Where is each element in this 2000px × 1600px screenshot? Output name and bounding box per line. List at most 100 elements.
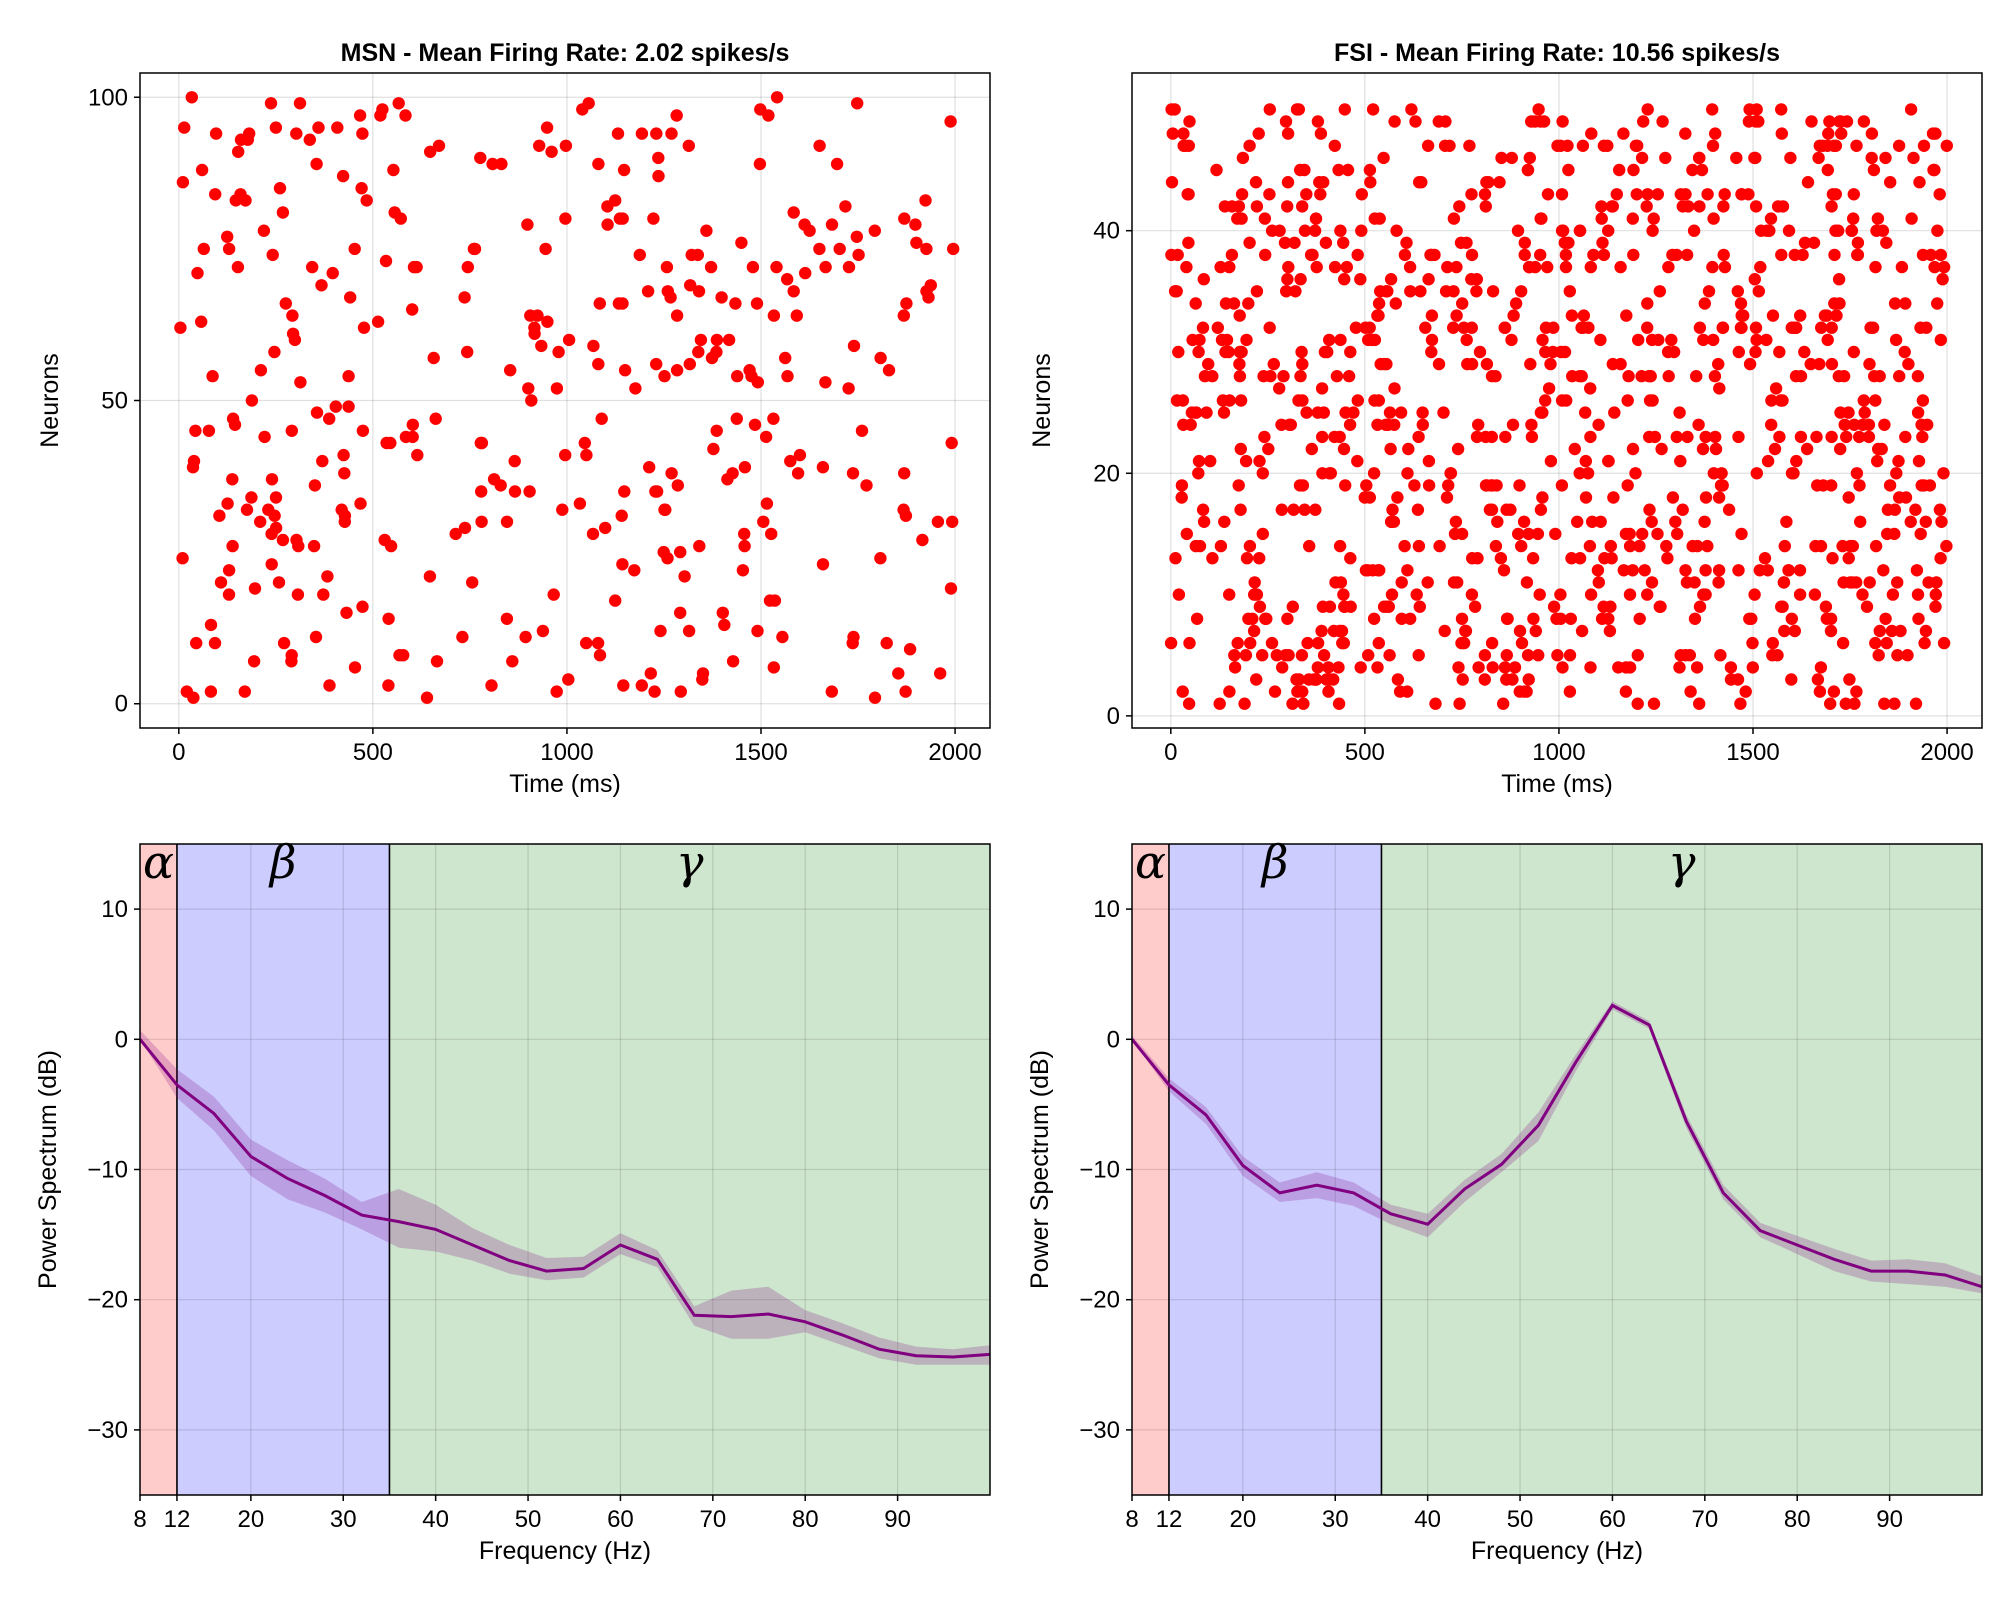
- spike-point: [258, 430, 271, 444]
- spike-point: [1225, 248, 1239, 262]
- spike-point: [726, 655, 740, 668]
- spike-point: [658, 370, 671, 383]
- spike-point: [635, 127, 649, 140]
- spike-point: [1391, 491, 1404, 504]
- spike-point: [1651, 527, 1664, 541]
- spike-point: [552, 345, 565, 359]
- spike-point: [1637, 115, 1650, 128]
- spike-point: [691, 248, 704, 262]
- spike-point: [206, 370, 219, 383]
- spike-point: [1731, 673, 1745, 686]
- spike-point: [1253, 552, 1266, 565]
- spike-point: [768, 594, 782, 607]
- spike-point: [671, 479, 684, 492]
- spike-point: [1410, 588, 1423, 601]
- spike-point: [1452, 661, 1465, 674]
- spike-point: [1416, 418, 1430, 431]
- spike-point: [1527, 612, 1540, 625]
- spike-point: [868, 691, 882, 704]
- spike-point: [1860, 600, 1874, 613]
- spike-point: [1447, 212, 1461, 225]
- spike-point: [1333, 430, 1346, 444]
- spike-point: [1518, 248, 1531, 262]
- spike-point: [1559, 248, 1573, 262]
- spike-point: [1808, 588, 1822, 601]
- spike-point: [1536, 406, 1549, 419]
- spike-point: [397, 649, 410, 662]
- spike-point: [718, 618, 731, 632]
- spike-point: [340, 606, 353, 619]
- spike-point: [1563, 685, 1577, 698]
- spike-point: [1509, 297, 1523, 310]
- spike-point: [1837, 370, 1851, 383]
- spike-point: [1692, 418, 1705, 431]
- spike-point: [1197, 273, 1211, 286]
- spike-point: [308, 479, 322, 492]
- spike-point: [1850, 576, 1863, 589]
- spike-point: [1544, 357, 1557, 371]
- spike-point: [1442, 479, 1455, 492]
- spike-point: [1715, 467, 1728, 480]
- spike-point: [1334, 576, 1348, 589]
- spike-point: [1909, 697, 1923, 710]
- spike-point: [1916, 394, 1930, 407]
- spike-point: [1904, 515, 1917, 528]
- spike-point: [770, 260, 783, 274]
- x-tick-label: 20: [238, 1506, 265, 1533]
- spike-point: [1811, 673, 1825, 686]
- spike-point: [1432, 357, 1446, 371]
- spike-point: [1470, 430, 1484, 444]
- spike-point: [1217, 406, 1231, 419]
- spike-point: [1408, 479, 1421, 492]
- spike-point: [1931, 224, 1944, 237]
- spike-point: [1214, 260, 1227, 274]
- spike-point: [1584, 260, 1598, 274]
- spike-point: [1193, 539, 1207, 553]
- msn-spectrum: α β γ 8 12 20 30 40 50 60 70 80 90 −30 −20 −10 0 10 Freque…: [34, 835, 991, 1565]
- spike-point: [336, 169, 350, 183]
- spike-point: [387, 163, 400, 177]
- spike-point: [1425, 309, 1439, 322]
- spike-point: [1282, 260, 1295, 274]
- spike-point: [1523, 151, 1537, 165]
- spike-point: [1529, 260, 1542, 274]
- spike-point: [1773, 430, 1786, 444]
- spike-point: [326, 266, 339, 280]
- spike-point: [903, 643, 917, 656]
- spike-point: [1687, 224, 1701, 237]
- spike-point: [1748, 588, 1761, 601]
- spike-point: [1878, 697, 1891, 710]
- spike-point: [1584, 661, 1597, 674]
- spike-point: [1800, 442, 1814, 456]
- spike-point: [1696, 442, 1710, 456]
- spike-point: [1253, 454, 1266, 468]
- spike-point: [1231, 636, 1244, 650]
- spike-point: [1579, 491, 1593, 504]
- spike-point: [449, 527, 462, 541]
- spike-point: [1465, 588, 1479, 601]
- spike-point: [1601, 139, 1614, 152]
- x-tick-label: 40: [422, 1506, 449, 1533]
- spike-point: [1788, 624, 1802, 638]
- spike-point: [1712, 576, 1725, 589]
- spike-point: [1263, 103, 1277, 116]
- spike-point: [1662, 260, 1675, 274]
- spike-point: [1562, 236, 1575, 249]
- spike-point: [1627, 163, 1640, 177]
- spike-point: [1635, 151, 1649, 165]
- x-tick-label: 30: [330, 1506, 357, 1533]
- spike-point: [1621, 394, 1634, 407]
- spike-point: [1470, 285, 1483, 298]
- chart-title: FSI - Mean Firing Rate: 10.56 spikes/s: [1334, 39, 1780, 67]
- spike-point: [1441, 260, 1454, 274]
- spike-point: [1309, 503, 1322, 516]
- spike-point: [1824, 612, 1838, 625]
- spike-point: [1785, 673, 1798, 686]
- spike-point: [1777, 576, 1791, 589]
- spike-point: [1924, 248, 1938, 262]
- spike-point: [1916, 430, 1929, 444]
- spike-point: [508, 485, 522, 498]
- spike-point: [1223, 685, 1236, 698]
- spike-point: [1234, 503, 1247, 516]
- spike-point: [1489, 539, 1503, 553]
